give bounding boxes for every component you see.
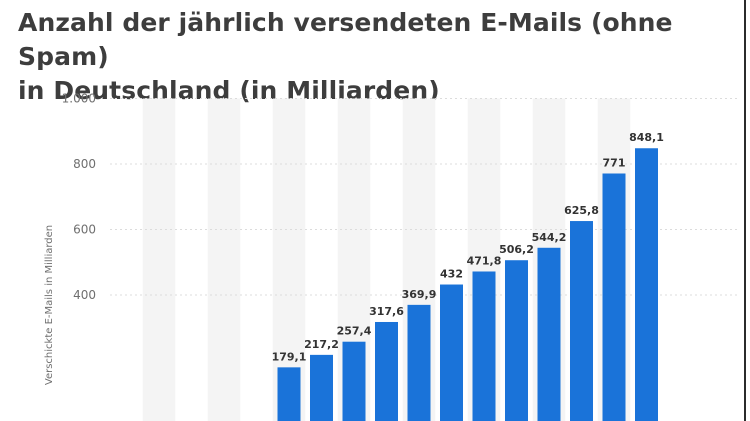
chart-title: Anzahl der jährlich versendeten E-Mails … (18, 6, 738, 108)
data-label: 471,8 (467, 254, 502, 267)
data-label: 217,2 (304, 338, 339, 351)
data-label: 257,4 (337, 325, 372, 338)
bar (342, 341, 366, 421)
bar (570, 221, 593, 421)
y-axis-label: Verschickte E-Mails in Milliarden (44, 225, 55, 385)
data-label: 544,2 (532, 231, 567, 244)
background-band (272, 98, 306, 421)
data-label: 771 (603, 156, 626, 169)
bar (635, 148, 658, 421)
background-band (142, 98, 176, 421)
bar (472, 271, 496, 421)
bar (277, 367, 301, 421)
y-tick-label: 800 (73, 157, 96, 171)
bar (407, 304, 431, 421)
data-label: 848,1 (629, 131, 664, 144)
data-label: 369,9 (402, 288, 437, 301)
bar (310, 354, 333, 421)
bar (537, 247, 561, 421)
data-label: 432 (440, 268, 463, 281)
bar (602, 173, 626, 421)
y-tick-label: 1.000 (62, 92, 96, 106)
data-label: 506,2 (499, 243, 534, 256)
chart-title-line-1: Anzahl der jährlich versendeten E-Mails … (18, 8, 673, 71)
data-label: 179,1 (272, 350, 307, 363)
bar (375, 321, 398, 421)
data-label: 317,6 (369, 305, 404, 318)
bar (440, 284, 463, 421)
background-band (207, 98, 241, 421)
data-label: 625,8 (564, 204, 599, 217)
bar (505, 260, 528, 421)
y-tick-label: 400 (73, 288, 96, 302)
y-tick-label: 600 (73, 223, 96, 237)
